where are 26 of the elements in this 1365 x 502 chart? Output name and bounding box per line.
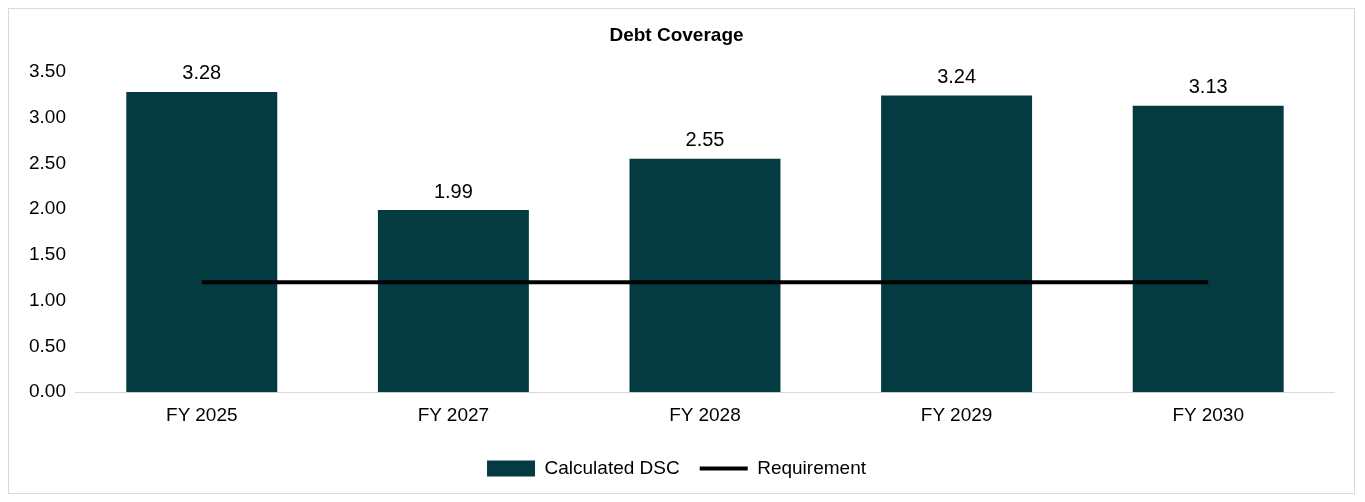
y-tick-label: 2.00 xyxy=(29,197,66,219)
y-tick-label: 3.50 xyxy=(29,60,66,82)
y-tick-label: 1.50 xyxy=(29,243,66,265)
bar xyxy=(629,158,781,393)
y-tick-label: 2.50 xyxy=(29,151,66,173)
chart-title: Debt Coverage xyxy=(609,23,744,45)
y-tick-label: 1.00 xyxy=(29,288,66,310)
data-label: 1.99 xyxy=(433,179,473,202)
y-tick-label: 0.00 xyxy=(29,380,66,402)
x-tick-label: FY 2030 xyxy=(1172,403,1244,425)
data-label: 2.55 xyxy=(685,128,725,151)
bar xyxy=(377,210,529,393)
bar xyxy=(881,95,1033,393)
legend-label: Calculated DSC xyxy=(544,456,680,478)
x-tick-label: FY 2028 xyxy=(669,403,741,425)
x-tick-label: FY 2029 xyxy=(920,403,993,425)
data-label: 3.24 xyxy=(937,65,977,88)
y-tick-label: 3.00 xyxy=(29,105,66,127)
data-label: 3.13 xyxy=(1188,75,1228,98)
bar xyxy=(126,91,278,393)
bar xyxy=(1132,105,1284,393)
legend-label: Requirement xyxy=(757,456,867,478)
data-label: 3.28 xyxy=(182,61,222,84)
x-tick-label: FY 2025 xyxy=(166,403,238,425)
x-tick-label: FY 2027 xyxy=(417,403,490,425)
y-tick-label: 0.50 xyxy=(29,334,66,356)
